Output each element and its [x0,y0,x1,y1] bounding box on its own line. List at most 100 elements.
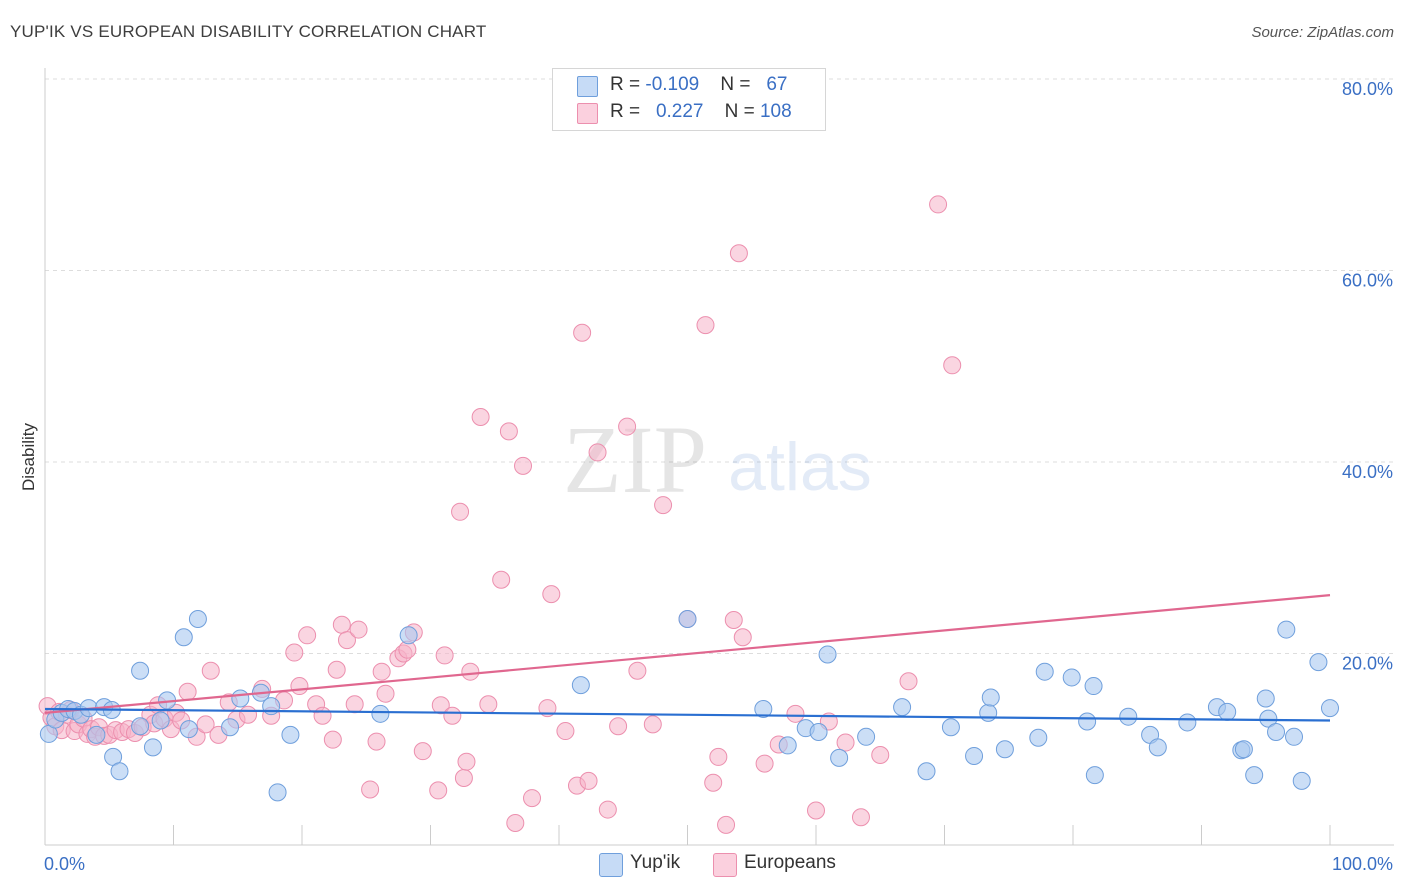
yupik-point [1267,723,1286,742]
yupik-point [1148,738,1167,757]
europeans-point [349,620,368,639]
yupik-point [1119,707,1138,726]
legend-n-value-yupik: 67 [766,74,788,95]
legend-r-label: R = [610,74,646,95]
europeans-point [332,615,351,634]
yupik-point [143,738,162,757]
europeans-point [285,643,304,662]
yupik-point [1285,727,1304,746]
yupik-point [151,711,170,730]
europeans-point [298,626,317,645]
yupik-point [754,700,773,719]
gridlines [45,78,1394,654]
europeans-point [598,800,617,819]
europeans-point [506,813,525,832]
europeans-point [290,677,309,696]
yupik-point [1029,728,1048,747]
yupik-point [979,703,998,722]
europeans-point [457,752,476,771]
europeans-point [372,662,391,681]
europeans-point [337,631,356,650]
europeans-point [429,781,448,800]
yupik-point [857,727,876,746]
europeans-point [733,628,752,647]
bottom-legend-swatch-europeans [713,853,737,877]
yupik-point [1035,662,1054,681]
europeans-point [451,502,470,521]
axes [44,68,1394,846]
europeans-point [523,789,542,808]
europeans-point [929,195,948,214]
yupik-point [893,698,912,717]
europeans-point [178,682,197,701]
yupik-point [830,748,849,767]
europeans-point [643,715,662,734]
yupik-point [221,718,240,737]
legend-n-label: N = [720,74,756,95]
yupik-point [1292,771,1311,790]
europeans-point [786,704,805,723]
europeans-point [201,661,220,680]
watermark: ZIP atlas [563,406,872,513]
europeans-point [724,610,743,629]
europeans-point [471,407,490,426]
yupik-point [87,725,106,744]
europeans-point [899,672,918,691]
trend-lines [44,593,1331,722]
y-axis-title: Disability [19,422,38,491]
legend-swatch-europeans [577,103,598,124]
europeans-point [499,422,518,441]
europeans-point [514,456,533,475]
yupik-point [1309,653,1328,672]
europeans-point [871,745,890,764]
europeans-point [709,747,728,766]
europeans-point [345,695,364,714]
europeans-point [313,706,332,725]
europeans-point [851,808,870,827]
yupik-point [1256,689,1275,708]
yupik-point [941,718,960,737]
yupik-point [917,762,936,781]
europeans-point [579,771,598,790]
yupik-point [399,626,418,645]
yupik-point [1078,712,1097,731]
yupik-point [371,704,390,723]
europeans-point [454,768,473,787]
europeans-point [479,695,498,714]
europeans-point [628,661,647,680]
yupik-point [1321,699,1339,718]
europeans-point [717,815,736,834]
europeans-point [492,570,511,589]
europeans-point [239,705,258,724]
yupik-point [818,645,837,664]
europeans-point [413,742,432,761]
bottom-legend-swatch-yupik [599,853,623,877]
europeans-point [556,722,575,741]
legend-r-label: R = [610,101,646,122]
legend-swatch-yupik [577,76,598,97]
bottom-legend-label-europeans: Europeans [744,852,836,873]
source-credit: Source: ZipAtlas.com [1251,24,1394,41]
yupik-trend-line [44,707,1331,722]
yupik-point [809,723,828,742]
bottom-legend-label-yupik: Yup'ik [630,852,681,873]
yupik-point [131,717,150,736]
yupik-point [1277,620,1296,639]
yupik-point [981,688,1000,707]
yupik-point [1234,740,1253,759]
yupik-point [678,610,697,629]
yupik-point [1085,766,1104,785]
watermark-atlas: atlas [728,429,872,505]
europeans-point [461,662,480,681]
yupik-point [1178,713,1197,732]
europeans-point [361,780,380,799]
yupik-point [179,720,198,739]
europeans-point [431,696,450,715]
europeans-point [538,699,557,718]
europeans-point [435,646,454,665]
yupik-point [1218,702,1237,721]
y-tick-label: 40.0% [1342,462,1393,482]
yupik-point [281,725,300,744]
europeans-point [327,660,346,679]
yupik-point [174,628,193,647]
